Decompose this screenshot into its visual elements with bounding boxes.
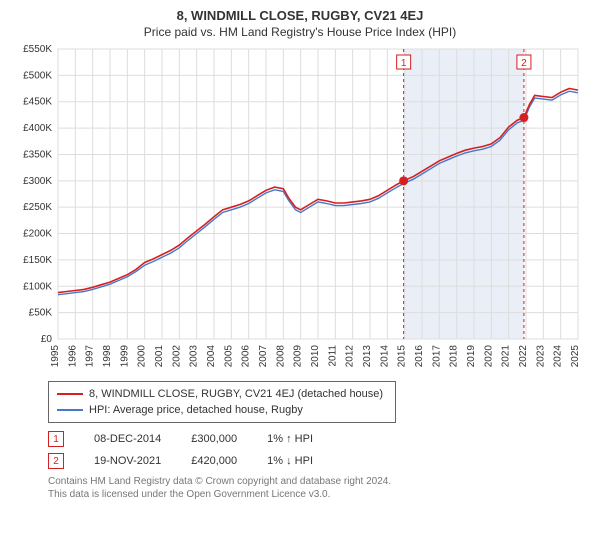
- svg-text:2003: 2003: [189, 345, 200, 368]
- svg-text:2007: 2007: [258, 345, 269, 368]
- svg-text:2004: 2004: [206, 345, 217, 368]
- svg-text:1997: 1997: [85, 345, 96, 368]
- svg-text:£100K: £100K: [23, 281, 52, 292]
- sale-price: £300,000: [191, 433, 237, 445]
- chart-area: £0 £50K £100K £150K £200K £250K £300K £350K £400…: [10, 45, 590, 375]
- svg-text:2002: 2002: [171, 345, 182, 368]
- svg-text:2023: 2023: [535, 345, 546, 368]
- svg-text:2019: 2019: [466, 345, 477, 368]
- svg-text:2015: 2015: [397, 345, 408, 368]
- svg-text:£50K: £50K: [29, 308, 53, 319]
- svg-text:£300K: £300K: [23, 176, 52, 187]
- svg-text:£400K: £400K: [23, 123, 52, 134]
- page-title: 8, WINDMILL CLOSE, RUGBY, CV21 4EJ: [10, 8, 590, 23]
- sale-entry: 2 19-NOV-2021 £420,000 1% ↓ HPI: [48, 453, 590, 469]
- svg-text:2018: 2018: [449, 345, 460, 368]
- svg-text:2025: 2025: [570, 345, 581, 368]
- svg-text:2008: 2008: [275, 345, 286, 368]
- legend-swatch: [57, 393, 83, 395]
- legend-item: HPI: Average price, detached house, Rugb…: [57, 402, 387, 418]
- svg-text:2014: 2014: [379, 345, 390, 368]
- svg-text:£0: £0: [41, 334, 53, 345]
- sale-marker-icon: 1: [48, 431, 64, 447]
- footer-attribution: Contains HM Land Registry data © Crown c…: [48, 475, 590, 501]
- svg-text:£500K: £500K: [23, 70, 52, 81]
- svg-text:2020: 2020: [483, 345, 494, 368]
- svg-text:£450K: £450K: [23, 97, 52, 108]
- svg-text:2013: 2013: [362, 345, 373, 368]
- svg-text:2006: 2006: [241, 345, 252, 368]
- legend-item: 8, WINDMILL CLOSE, RUGBY, CV21 4EJ (deta…: [57, 386, 387, 402]
- svg-text:2017: 2017: [431, 345, 442, 368]
- svg-text:2012: 2012: [345, 345, 356, 368]
- svg-text:2016: 2016: [414, 345, 425, 368]
- legend-label: 8, WINDMILL CLOSE, RUGBY, CV21 4EJ (deta…: [89, 388, 383, 400]
- svg-text:1995: 1995: [50, 345, 61, 368]
- svg-text:1996: 1996: [67, 345, 78, 368]
- svg-text:£250K: £250K: [23, 202, 52, 213]
- sale-delta: 1% ↑ HPI: [267, 433, 313, 445]
- sale-price: £420,000: [191, 455, 237, 467]
- svg-text:2: 2: [521, 58, 527, 69]
- sale-marker-icon: 2: [48, 453, 64, 469]
- svg-text:2009: 2009: [293, 345, 304, 368]
- svg-text:£350K: £350K: [23, 149, 52, 160]
- sale-date: 08-DEC-2014: [94, 433, 161, 445]
- legend: 8, WINDMILL CLOSE, RUGBY, CV21 4EJ (deta…: [48, 381, 396, 423]
- legend-label: HPI: Average price, detached house, Rugb…: [89, 404, 303, 416]
- svg-text:1: 1: [401, 58, 407, 69]
- legend-swatch: [57, 409, 83, 411]
- svg-text:2010: 2010: [310, 345, 321, 368]
- svg-text:2005: 2005: [223, 345, 234, 368]
- price-chart: £0 £50K £100K £150K £200K £250K £300K £350K £400…: [10, 45, 588, 375]
- sale-marker-number: 2: [53, 456, 59, 467]
- svg-text:£550K: £550K: [23, 45, 52, 55]
- svg-text:2011: 2011: [327, 345, 338, 367]
- page-subtitle: Price paid vs. HM Land Registry's House …: [10, 25, 590, 39]
- svg-text:£200K: £200K: [23, 229, 52, 240]
- svg-text:2000: 2000: [137, 345, 148, 368]
- footer-line: This data is licensed under the Open Gov…: [48, 488, 590, 501]
- svg-text:2024: 2024: [553, 345, 564, 368]
- sale-delta: 1% ↓ HPI: [267, 455, 313, 467]
- svg-text:1999: 1999: [119, 345, 130, 368]
- svg-text:£150K: £150K: [23, 255, 52, 266]
- svg-text:2021: 2021: [501, 345, 512, 368]
- svg-text:2001: 2001: [154, 345, 165, 368]
- sale-date: 19-NOV-2021: [94, 455, 161, 467]
- svg-text:2022: 2022: [518, 345, 529, 368]
- sale-marker-number: 1: [53, 434, 59, 445]
- footer-line: Contains HM Land Registry data © Crown c…: [48, 475, 590, 488]
- svg-text:1998: 1998: [102, 345, 113, 368]
- sale-entry: 1 08-DEC-2014 £300,000 1% ↑ HPI: [48, 431, 590, 447]
